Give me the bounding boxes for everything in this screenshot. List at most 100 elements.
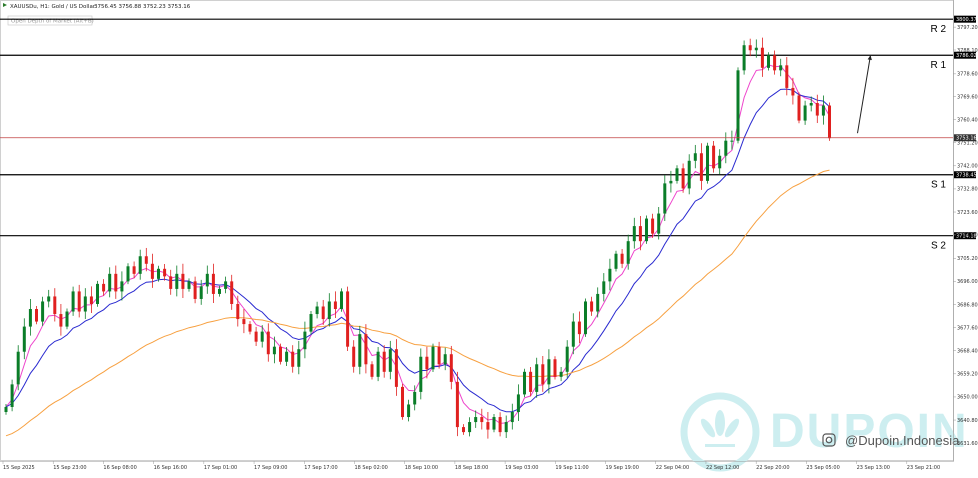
candle bbox=[535, 357, 539, 398]
y-tick-label: 3778.60 bbox=[957, 72, 978, 78]
candle-body bbox=[77, 291, 81, 312]
candle-body bbox=[547, 359, 551, 385]
candle bbox=[138, 249, 142, 280]
candle-body bbox=[224, 281, 228, 289]
candle bbox=[260, 325, 264, 348]
candle-body bbox=[468, 422, 472, 433]
candle-body bbox=[193, 281, 197, 299]
depth-of-market-label[interactable]: Open Depth of Market (Alt+B) bbox=[11, 19, 94, 25]
watermark-brand: DUPOIN bbox=[770, 405, 969, 458]
y-tick-label: 3788.10 bbox=[957, 48, 978, 54]
candle-body bbox=[71, 291, 75, 312]
candle-body bbox=[559, 371, 563, 377]
candle bbox=[211, 263, 215, 303]
candle-body bbox=[523, 371, 526, 395]
candle bbox=[706, 142, 709, 184]
candle bbox=[663, 175, 667, 222]
candle-body bbox=[120, 281, 124, 292]
candle-body bbox=[797, 95, 801, 121]
candle bbox=[699, 143, 703, 190]
candle-body bbox=[150, 263, 154, 279]
candle bbox=[272, 336, 276, 364]
depth-of-market-button[interactable]: Open Depth of Market (Alt+B) bbox=[7, 15, 94, 26]
candle-body bbox=[47, 296, 51, 302]
y-tick-label: 3705.20 bbox=[957, 256, 978, 262]
ohlc-values: 3756.45 3756.88 3752.23 3753.16 bbox=[94, 4, 191, 10]
candle bbox=[754, 39, 758, 58]
candle-body bbox=[425, 356, 429, 370]
candle-body bbox=[382, 351, 386, 372]
candle-body bbox=[205, 273, 209, 287]
candle bbox=[809, 96, 813, 112]
candle-body bbox=[175, 273, 179, 289]
candle-body bbox=[767, 55, 770, 68]
candle bbox=[132, 261, 136, 279]
candle-body bbox=[706, 145, 709, 181]
chart-header: XAUUSDu, H1: Gold / US Dollar 3756.45 37… bbox=[3, 3, 191, 10]
candle-body bbox=[285, 351, 289, 362]
candle bbox=[730, 130, 734, 150]
candle-body bbox=[699, 153, 703, 181]
candle bbox=[828, 102, 831, 141]
y-tick-label: 3769.60 bbox=[957, 94, 978, 100]
level-s2: S 2 3714.18 bbox=[0, 232, 977, 252]
candle bbox=[657, 207, 661, 240]
candle bbox=[303, 321, 307, 359]
candle bbox=[803, 100, 807, 125]
candle bbox=[742, 40, 746, 75]
x-tick-label: 15 Sep 23:00 bbox=[53, 465, 86, 471]
candle-body bbox=[602, 281, 606, 294]
ma-mid-line bbox=[5, 88, 830, 413]
y-tick-label: 3631.60 bbox=[957, 441, 978, 447]
candle-body bbox=[16, 351, 20, 385]
candle bbox=[175, 265, 179, 297]
candle-body bbox=[815, 103, 819, 116]
candle bbox=[821, 95, 825, 125]
candle bbox=[144, 247, 148, 272]
candle-body bbox=[169, 276, 173, 289]
candle-body bbox=[492, 417, 496, 430]
x-axis: 15 Sep 2025 15 Sep 23:00 16 Sep 08:00 16 Se… bbox=[0, 461, 954, 471]
candle bbox=[620, 248, 624, 269]
candle bbox=[437, 341, 441, 369]
watermark-lotus-icon bbox=[700, 410, 740, 447]
candle bbox=[675, 165, 679, 184]
candle bbox=[157, 265, 160, 282]
candle-body bbox=[565, 346, 569, 372]
candle bbox=[16, 345, 20, 391]
x-tick-label: 17 Sep 17:00 bbox=[304, 465, 337, 471]
candle-body bbox=[126, 266, 130, 282]
candle-body bbox=[480, 417, 484, 423]
candle-body bbox=[35, 309, 38, 322]
candle-body bbox=[730, 140, 734, 142]
candle-body bbox=[498, 417, 502, 433]
candle bbox=[242, 309, 246, 334]
candle-body bbox=[370, 364, 374, 377]
candles bbox=[4, 37, 831, 439]
level-name: S 2 bbox=[931, 241, 946, 252]
candle bbox=[4, 403, 8, 415]
candle bbox=[504, 415, 508, 438]
candle-body bbox=[144, 256, 148, 264]
candle bbox=[571, 313, 575, 355]
x-tick-label: 23 Sep 13:00 bbox=[857, 465, 890, 471]
candle-body bbox=[742, 45, 746, 71]
candle-body bbox=[712, 145, 716, 169]
candle-body bbox=[736, 70, 740, 141]
candle bbox=[785, 57, 789, 96]
x-tick-label: 22 Sep 04:00 bbox=[656, 465, 689, 471]
x-tick-label: 19 Sep 11:00 bbox=[555, 465, 588, 471]
candle-body bbox=[401, 386, 404, 418]
candle-body bbox=[541, 364, 545, 385]
candle-body bbox=[449, 354, 453, 382]
candle bbox=[108, 267, 112, 298]
candle-body bbox=[584, 301, 587, 335]
candle bbox=[248, 321, 252, 335]
candle-body bbox=[181, 273, 185, 289]
candle-body bbox=[321, 306, 325, 320]
candle bbox=[474, 410, 478, 428]
candle-body bbox=[571, 321, 575, 347]
forecast-arrow bbox=[857, 55, 872, 134]
candle bbox=[736, 67, 740, 144]
candle bbox=[53, 288, 57, 322]
